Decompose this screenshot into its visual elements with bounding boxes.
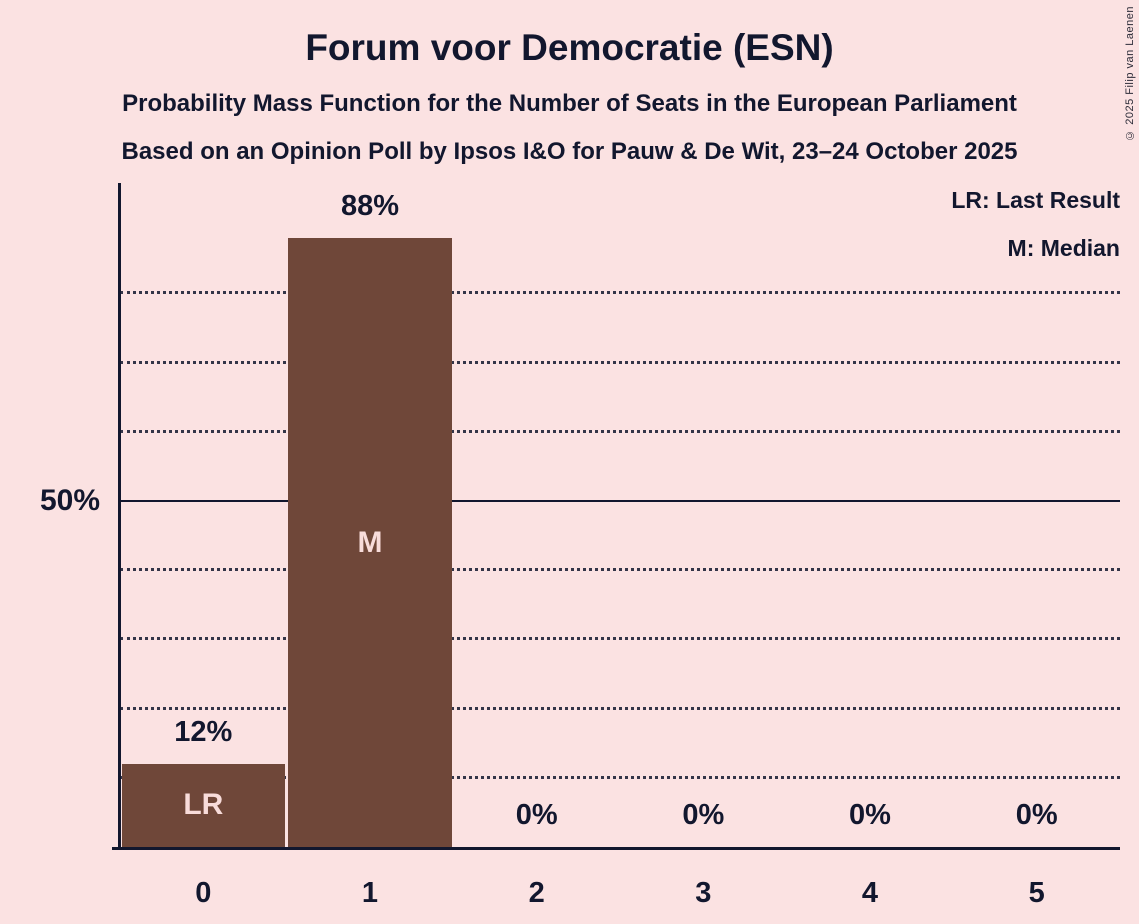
gridline-70pct	[120, 360, 1120, 364]
y-axis-line	[118, 183, 121, 850]
gridline-60pct	[120, 429, 1120, 433]
x-tick-label-0: 0	[195, 877, 212, 909]
chart-subtitle: Probability Mass Function for the Number…	[122, 90, 1017, 117]
chart-source-line: Based on an Opinion Poll by Ipsos I&O fo…	[121, 138, 1018, 165]
x-tick-label-1: 1	[361, 877, 379, 909]
bar-value-label-3: 0%	[682, 799, 725, 831]
bar-value-label-2: 0%	[515, 799, 558, 831]
x-tick-label-4: 4	[861, 877, 879, 909]
bar-value-label-1: 88%	[340, 190, 399, 223]
gridline-50pct-solid	[120, 500, 1120, 502]
x-tick-label-5: 5	[1028, 877, 1045, 909]
gridline-10pct	[120, 775, 1120, 779]
bar-value-label-0: 12%	[174, 715, 233, 748]
bar-value-label-4: 0%	[849, 799, 891, 831]
gridline-30pct	[120, 637, 1120, 641]
chart-title: Forum voor Democratie (ESN)	[305, 27, 834, 68]
x-tick-label-2: 2	[528, 877, 545, 909]
legend-median: M: Median	[1007, 235, 1120, 261]
x-tick-label-3: 3	[695, 877, 712, 909]
legend-last-result: LR: Last Result	[951, 187, 1120, 213]
x-axis-line	[112, 847, 1120, 850]
bar-1	[288, 238, 452, 847]
y-axis-tick-label: 50%	[39, 484, 100, 517]
bar-0	[121, 763, 286, 847]
gridline-40pct	[120, 568, 1120, 572]
bar-value-label-5: 0%	[1015, 799, 1058, 831]
bar-marker-label-lr: LR	[183, 788, 224, 822]
bar-marker-label-m: M	[357, 525, 383, 559]
gridline-80pct	[120, 291, 1120, 295]
gridline-20pct	[120, 706, 1120, 710]
